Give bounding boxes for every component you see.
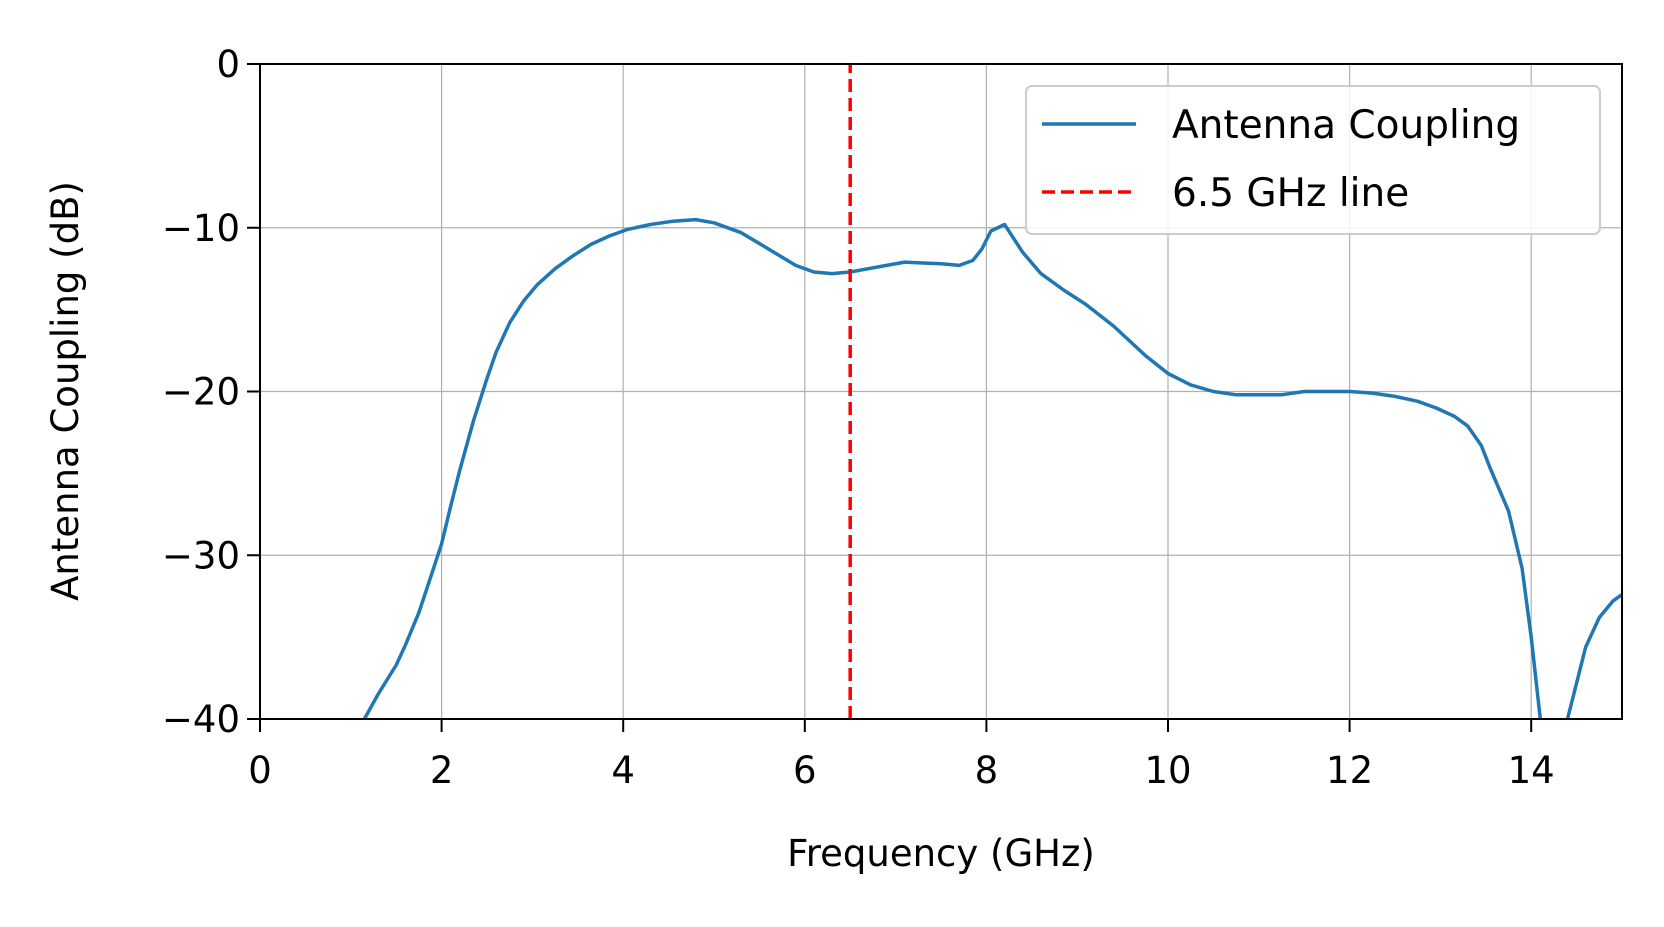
y-axis-title: Antenna Coupling (dB) — [44, 181, 87, 601]
x-tick-label: 12 — [1326, 749, 1373, 792]
x-tick-label: 4 — [611, 749, 635, 792]
series-line-antenna-coupling — [362, 217, 1622, 719]
x-tick-label: 10 — [1144, 749, 1191, 792]
y-tick-label: −20 — [162, 371, 240, 414]
legend-label-6-5-ghz-line: 6.5 GHz line — [1172, 171, 1409, 216]
x-tick-label: 6 — [793, 749, 817, 792]
y-tick-label: −30 — [162, 534, 240, 577]
x-axis-ticks: 0 2 4 6 8 10 12 14 — [248, 719, 1555, 792]
series-layer — [362, 64, 1622, 719]
x-axis-title: Frequency (GHz) — [787, 832, 1095, 875]
x-tick-label: 14 — [1508, 749, 1555, 792]
y-axis-ticks: 0 −10 −20 −30 −40 — [162, 43, 260, 741]
x-tick-label: 2 — [430, 749, 454, 792]
legend: Antenna Coupling 6.5 GHz line — [1025, 85, 1601, 235]
y-tick-label: −10 — [162, 207, 240, 250]
y-tick-label: −40 — [162, 698, 240, 741]
x-tick-label: 8 — [975, 749, 999, 792]
x-tick-label: 0 — [248, 749, 272, 792]
legend-label-antenna-coupling: Antenna Coupling — [1172, 103, 1520, 148]
y-tick-label: 0 — [216, 43, 240, 86]
legend-box — [1025, 85, 1601, 235]
